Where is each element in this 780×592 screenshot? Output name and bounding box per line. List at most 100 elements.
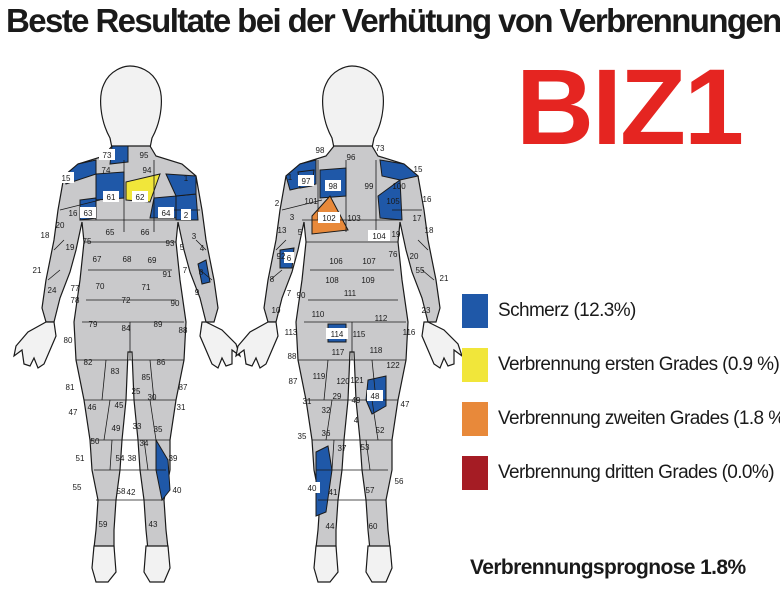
svg-text:2: 2 (184, 211, 189, 220)
back-region-label-56: 56 (395, 477, 404, 486)
back-region-label-103: 103 (347, 214, 361, 223)
svg-text:40: 40 (173, 486, 182, 495)
svg-text:61: 61 (107, 193, 116, 202)
svg-text:73: 73 (376, 144, 385, 153)
back-region-label-21: 21 (440, 274, 449, 283)
svg-text:8: 8 (270, 275, 275, 284)
back-region-label-8: 8 (270, 275, 275, 284)
front-region-label-67: 67 (93, 255, 102, 264)
svg-text:57: 57 (366, 486, 375, 495)
svg-text:16: 16 (423, 195, 432, 204)
back-region-label-31: 31 (303, 397, 312, 406)
svg-text:13: 13 (278, 226, 287, 235)
svg-text:76: 76 (389, 250, 398, 259)
svg-text:44: 44 (326, 522, 335, 531)
front-region-label-34: 34 (140, 439, 149, 448)
svg-text:98: 98 (316, 146, 325, 155)
back-region-label-35: 35 (298, 432, 307, 441)
back-head (322, 65, 384, 149)
svg-text:20: 20 (56, 221, 65, 230)
back-region-label-101: 101 (304, 197, 318, 206)
svg-text:81: 81 (66, 383, 75, 392)
front-region-label-71: 71 (142, 283, 151, 292)
back-region-label-98: 98 (325, 180, 341, 191)
legend-swatch-pain (462, 294, 488, 328)
svg-text:47: 47 (401, 400, 410, 409)
back-region-label-120: 120 (336, 377, 350, 386)
legend-item-first-degree: Verbrennung ersten Grades (0.9 %) (462, 348, 780, 384)
front-region-label-82: 82 (84, 358, 93, 367)
svg-text:10: 10 (272, 306, 281, 315)
back-region-label-112: 112 (375, 314, 388, 323)
svg-text:72: 72 (122, 296, 131, 305)
back-region-label-111: 111 (344, 289, 357, 298)
svg-text:5: 5 (180, 243, 185, 252)
front-region-label-78: 78 (71, 296, 80, 305)
front-region-160 (165, 173, 197, 197)
svg-text:37: 37 (338, 444, 347, 453)
svg-text:49: 49 (112, 424, 121, 433)
front-right-foot (143, 545, 171, 583)
front-region-label-87: 87 (179, 383, 188, 392)
brand-logo: BIZ1 (516, 46, 744, 167)
back-region-label-13: 13 (278, 226, 287, 235)
svg-text:62: 62 (136, 193, 145, 202)
svg-text:17: 17 (413, 214, 422, 223)
svg-text:95: 95 (140, 151, 149, 160)
svg-text:91: 91 (163, 270, 172, 279)
front-right-hand (199, 321, 242, 369)
legend-swatch-third-degree (462, 456, 488, 490)
back-region-label-113: 113 (285, 328, 298, 337)
back-region-label-40: 40 (304, 482, 320, 493)
front-region-label-9: 9 (195, 288, 200, 297)
front-region-label-54: 54 (116, 454, 125, 463)
svg-text:43: 43 (149, 520, 158, 529)
back-region-label-114: 114 (326, 328, 348, 339)
front-region-label-31: 31 (177, 403, 186, 412)
back-region-label-47: 47 (401, 400, 410, 409)
svg-text:86: 86 (157, 358, 166, 367)
svg-text:31: 31 (303, 397, 312, 406)
back-region-label-116: 116 (403, 328, 416, 337)
front-left-foot (91, 545, 117, 583)
svg-text:19: 19 (392, 230, 401, 239)
svg-text:116: 116 (403, 328, 416, 337)
back-region-label-20: 20 (410, 252, 419, 261)
front-region-label-83: 83 (111, 367, 120, 376)
svg-text:1: 1 (184, 174, 189, 183)
svg-text:111: 111 (344, 289, 357, 298)
svg-text:55: 55 (73, 483, 82, 492)
back-region-label-10: 10 (272, 306, 281, 315)
svg-text:60: 60 (369, 522, 378, 531)
svg-text:59: 59 (99, 520, 108, 529)
svg-text:121: 121 (350, 376, 364, 385)
svg-text:29: 29 (333, 392, 342, 401)
front-region-label-24: 24 (48, 286, 57, 295)
legend-label-second-degree: Verbrennung zweiten Grades (1.8 %) (498, 408, 780, 429)
front-region-label-55: 55 (73, 483, 82, 492)
front-region-label-84: 84 (122, 324, 131, 333)
svg-text:105: 105 (386, 197, 400, 206)
svg-text:30: 30 (148, 393, 157, 402)
svg-text:74: 74 (102, 166, 111, 175)
front-region-label-47: 47 (69, 408, 78, 417)
svg-text:52: 52 (376, 426, 385, 435)
svg-text:87: 87 (289, 377, 298, 386)
back-region-label-110: 110 (312, 310, 325, 319)
svg-text:68: 68 (123, 255, 132, 264)
svg-text:85: 85 (142, 373, 151, 382)
back-region-label-88: 88 (288, 352, 297, 361)
back-region-label-90: 90 (297, 291, 306, 300)
svg-text:16: 16 (69, 209, 78, 218)
svg-text:109: 109 (361, 276, 375, 285)
back-region-label-57: 57 (366, 486, 375, 495)
svg-text:42: 42 (127, 488, 136, 497)
svg-text:9: 9 (195, 288, 200, 297)
svg-text:96: 96 (347, 153, 356, 162)
front-region-label-81: 81 (66, 383, 75, 392)
svg-text:3: 3 (290, 213, 295, 222)
svg-text:97: 97 (302, 177, 311, 186)
svg-text:88: 88 (179, 326, 188, 335)
svg-text:80: 80 (64, 336, 73, 345)
front-region-label-59: 59 (99, 520, 108, 529)
